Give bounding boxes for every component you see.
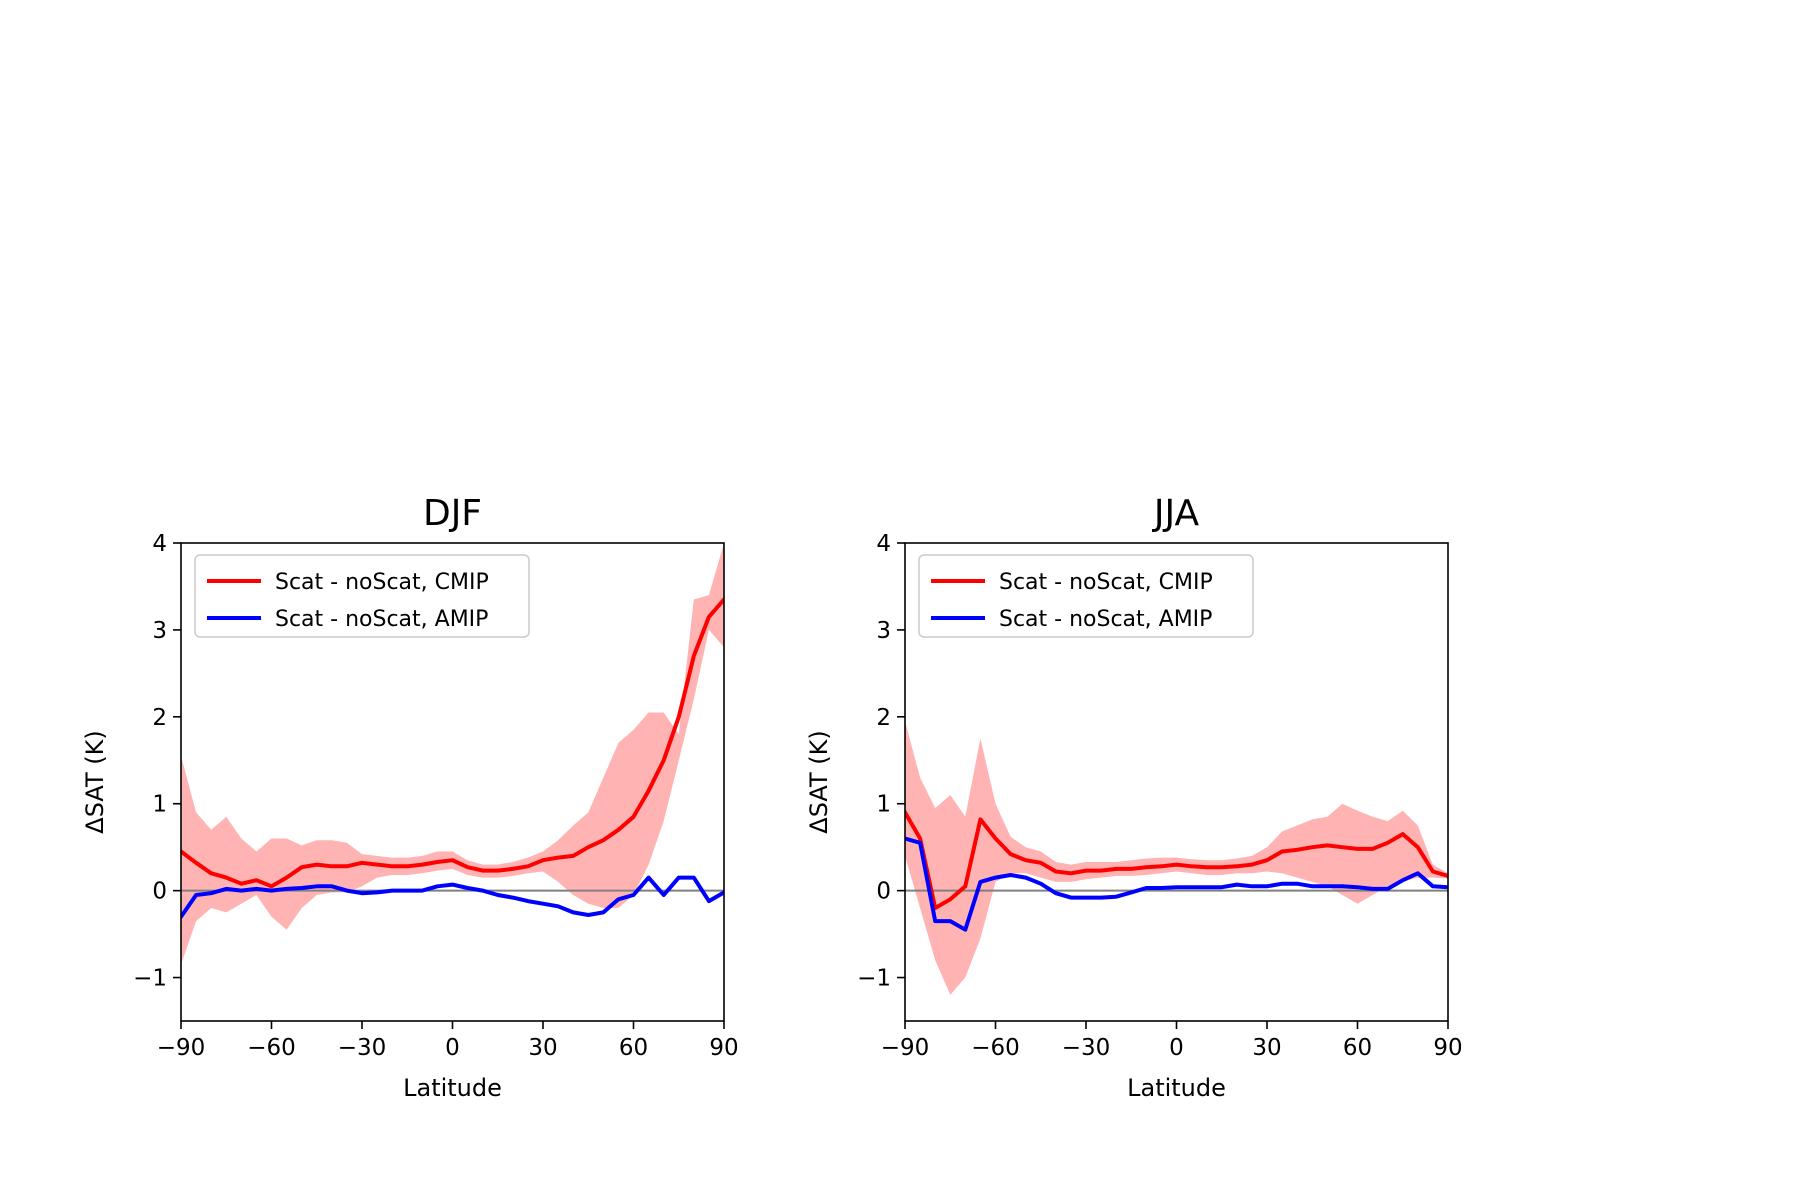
y-tick-label: 3 [152, 618, 167, 644]
series-line-cmip [905, 810, 1448, 910]
y-axis-label: ΔSAT (K) [805, 730, 833, 833]
y-tick-label: 0 [876, 879, 891, 905]
chart-title: DJF [423, 493, 482, 534]
series-line-amip [905, 836, 1448, 932]
uncertainty-band [905, 721, 1448, 995]
x-tick-label: 60 [1343, 1035, 1372, 1061]
uncertainty-band [181, 543, 724, 965]
x-tick-label: 90 [709, 1035, 738, 1061]
x-tick-label: −90 [157, 1035, 206, 1061]
legend: Scat - noScat, CMIP Scat - noScat, AMIP [918, 554, 1254, 638]
y-tick-label: 3 [876, 618, 891, 644]
y-tick-label: 0 [152, 879, 167, 905]
legend-entry: Scat - noScat, CMIP [999, 570, 1213, 595]
legend-entry: Scat - noScat, AMIP [275, 607, 488, 632]
x-tick-label: 0 [1169, 1035, 1184, 1061]
x-tick-label: −30 [1062, 1035, 1111, 1061]
x-tick-label: −60 [247, 1035, 296, 1061]
chart-title: JJA [1152, 493, 1200, 534]
x-axis-label: Latitude [403, 1074, 502, 1102]
y-tick-label: 1 [152, 792, 167, 818]
legend-box [918, 554, 1254, 638]
chart-panel-djf: −90 −60 −30 0 30 60 90 −1 0 1 2 3 4 Latitude ΔSAT (K) D… [81, 493, 739, 1102]
y-tick-label: −1 [857, 966, 891, 992]
x-tick-label: 30 [528, 1035, 557, 1061]
x-axis-label: Latitude [1127, 1074, 1226, 1102]
x-tick-label: −90 [881, 1035, 930, 1061]
x-tick-label: 60 [619, 1035, 648, 1061]
y-tick-label: 2 [152, 705, 167, 731]
plot-area [181, 543, 724, 965]
x-tick-label: 90 [1433, 1035, 1462, 1061]
y-tick-label: 2 [876, 705, 891, 731]
chart-panel-jja: −90 −60 −30 0 30 60 90 −1 0 1 2 3 4 Latitude ΔSAT (K) J… [805, 493, 1463, 1102]
y-axis-label: ΔSAT (K) [81, 730, 109, 833]
y-tick-label: −1 [133, 966, 167, 992]
series-line-cmip [181, 597, 724, 889]
x-tick-label: −30 [338, 1035, 387, 1061]
series-line-amip [181, 875, 724, 919]
legend-box [194, 554, 530, 638]
legend-entry: Scat - noScat, AMIP [999, 607, 1212, 632]
x-tick-label: −60 [971, 1035, 1020, 1061]
plot-area [905, 721, 1448, 995]
x-tick-label: 30 [1252, 1035, 1281, 1061]
y-tick-label: 4 [152, 531, 167, 557]
y-tick-label: 1 [876, 792, 891, 818]
legend: Scat - noScat, CMIP Scat - noScat, AMIP [194, 554, 530, 638]
x-tick-label: 0 [445, 1035, 460, 1061]
legend-entry: Scat - noScat, CMIP [275, 570, 489, 595]
y-tick-label: 4 [876, 531, 891, 557]
